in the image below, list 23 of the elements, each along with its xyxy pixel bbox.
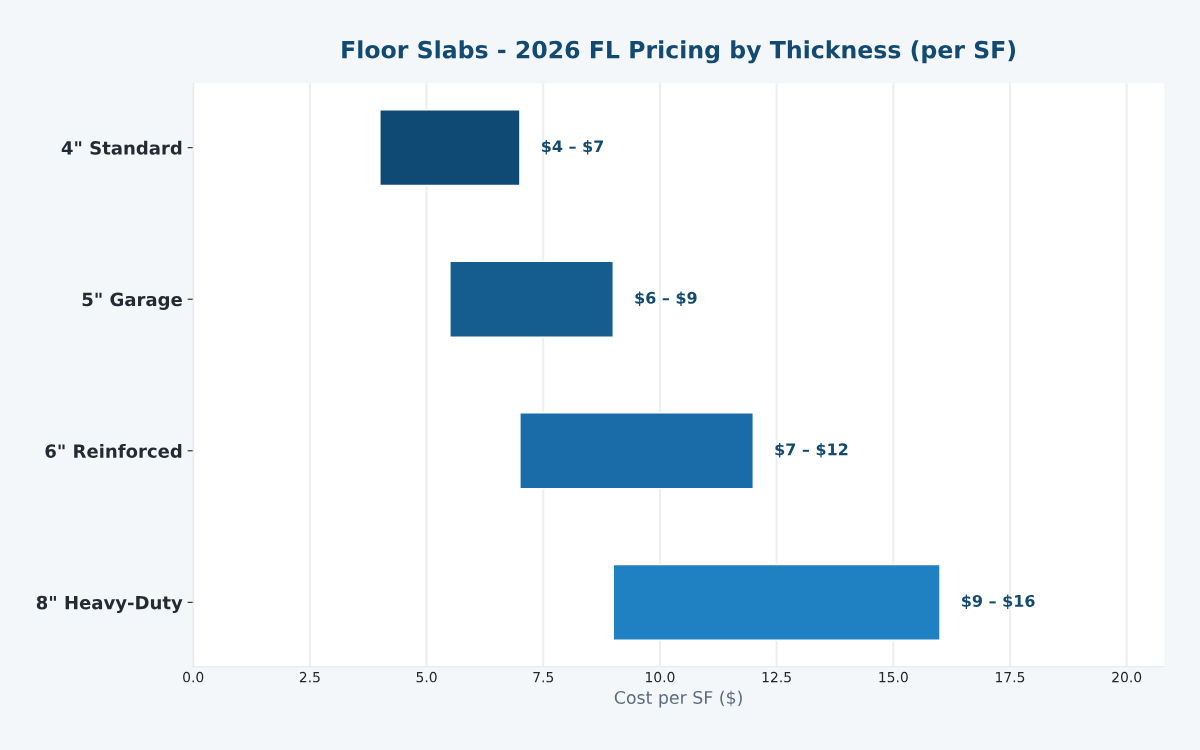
y-tick-label: 4" Standard (61, 140, 182, 155)
y-tick-label: 5" Garage (82, 292, 182, 310)
x-tick-label: 0.0 (183, 671, 204, 683)
bar (379, 109, 521, 187)
x-tick-label: 10.0 (645, 671, 675, 683)
x-tick-label: 7.5 (533, 672, 554, 683)
annotation: $6 – $9 (635, 291, 697, 306)
y-tick-label: 6" Reinforced (45, 443, 182, 458)
annotation: $4 – $7 (541, 139, 604, 155)
annotation: $7 – $12 (775, 443, 848, 458)
y-tick-label: 8" Heavy-Duty (36, 595, 183, 614)
x-tick-label: 12.5 (762, 671, 791, 683)
x-axis-title: Cost per SF ($) (614, 690, 742, 708)
x-tick-label: 2.5 (299, 671, 320, 683)
x-tick-label: 15.0 (879, 671, 908, 683)
x-tick-label: 17.5 (996, 672, 1025, 683)
annotation: $9 – $16 (962, 594, 1035, 610)
bar (612, 563, 941, 641)
bar (449, 260, 614, 338)
chart-title: Floor Slabs - 2026 FL Pricing by Thickness (per SF) (342, 40, 1016, 64)
bar (519, 412, 754, 490)
x-tick-label: 5.0 (416, 671, 437, 683)
x-tick-label: 20.0 (1112, 671, 1142, 683)
